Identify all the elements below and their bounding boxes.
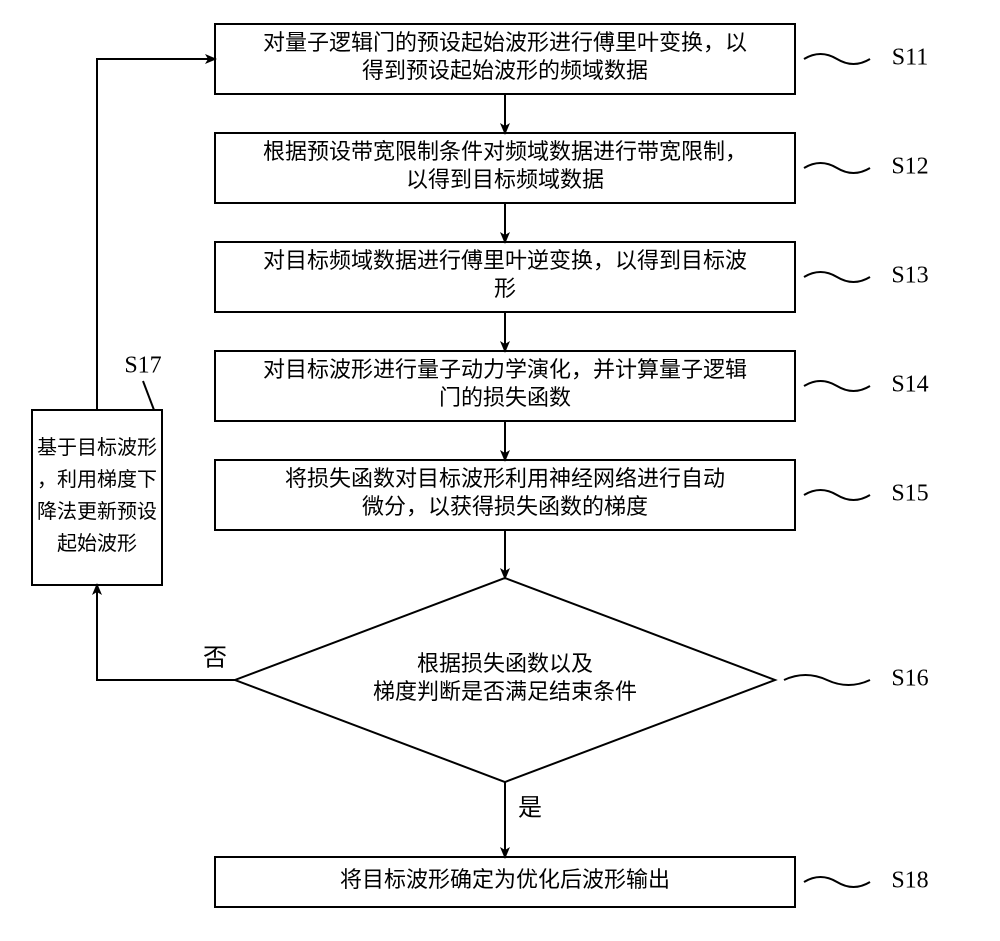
- label-s13: S13: [891, 263, 928, 289]
- step-s17-line1: 基于目标波形: [37, 436, 157, 459]
- label-s15: S15: [891, 481, 928, 507]
- brace: [784, 675, 870, 685]
- step-s18: 将目标波形确定为优化后波形输出: [215, 857, 795, 907]
- brace: [804, 163, 870, 173]
- label-no: 否: [203, 646, 227, 672]
- step-s17-line2: ，利用梯度下: [37, 468, 157, 491]
- step-s12-line2: 以得到目标频域数据: [406, 167, 604, 192]
- label-s11: S11: [892, 45, 928, 71]
- step-s12: 根据预设带宽限制条件对频域数据进行带宽限制， 以得到目标频域数据: [215, 133, 795, 203]
- brace: [804, 54, 870, 64]
- flowchart: 对量子逻辑门的预设起始波形进行傅里叶变换，以得到预设起始波形的频域数据根据预设带…: [0, 0, 1000, 941]
- label-s14: S14: [891, 372, 928, 398]
- brace: [804, 381, 870, 391]
- step-s18-line1: 将目标波形确定为优化后波形输出: [340, 867, 670, 892]
- step-s14-line1: 对目标波形进行量子动力学演化，并计算量子逻辑: [263, 357, 747, 382]
- brace: [804, 877, 870, 887]
- step-s17-line3: 降法更新预设: [37, 500, 157, 523]
- brace: [804, 272, 870, 282]
- step-s13-line2: 形: [494, 276, 516, 301]
- label-s17: S17: [124, 353, 161, 379]
- leader-s17: [143, 381, 154, 410]
- label-s12: S12: [891, 154, 928, 180]
- step-s17-line4: 起始波形: [57, 532, 137, 555]
- step-s11-line1: 对量子逻辑门的预设起始波形进行傅里叶变换，以: [263, 30, 747, 55]
- step-s15-line1: 将损失函数对目标波形利用神经网络进行自动: [285, 466, 725, 491]
- decision-line2: 梯度判断是否满足结束条件: [373, 679, 637, 704]
- decision-line1: 根据损失函数以及: [417, 651, 593, 676]
- step-s15-line2: 微分，以获得损失函数的梯度: [362, 494, 648, 519]
- label-s18: S18: [891, 868, 928, 894]
- step-s14: 对目标波形进行量子动力学演化，并计算量子逻辑门的损失函数: [215, 351, 795, 421]
- label-yes: 是: [518, 796, 542, 822]
- step-s14-line2: 门的损失函数: [439, 385, 571, 410]
- step-s12-line1: 根据预设带宽限制条件对频域数据进行带宽限制，: [263, 139, 747, 164]
- step-s13-line1: 对目标频域数据进行傅里叶逆变换，以得到目标波: [263, 248, 747, 273]
- step-s11: 对量子逻辑门的预设起始波形进行傅里叶变换，以得到预设起始波形的频域数据: [215, 24, 795, 94]
- step-s15: 将损失函数对目标波形利用神经网络进行自动微分，以获得损失函数的梯度: [215, 460, 795, 530]
- step-s11-line2: 得到预设起始波形的频域数据: [362, 58, 648, 83]
- step-s13: 对目标频域数据进行傅里叶逆变换，以得到目标波形: [215, 242, 795, 312]
- label-s16: S16: [891, 666, 928, 692]
- brace: [804, 490, 870, 500]
